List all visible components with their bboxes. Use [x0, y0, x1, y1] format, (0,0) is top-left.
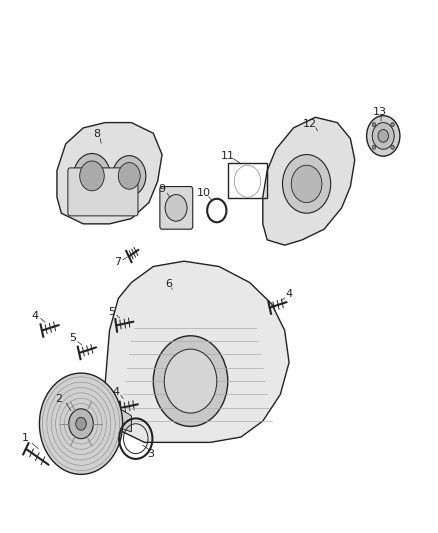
- Circle shape: [118, 163, 140, 189]
- Text: 5: 5: [69, 334, 76, 343]
- Text: 11: 11: [221, 151, 235, 160]
- Text: 4: 4: [286, 289, 293, 299]
- FancyBboxPatch shape: [160, 187, 193, 229]
- Circle shape: [76, 417, 86, 430]
- Text: 9: 9: [159, 184, 166, 194]
- Circle shape: [39, 373, 123, 474]
- Text: 4: 4: [113, 387, 120, 397]
- Text: 6: 6: [165, 279, 172, 288]
- Circle shape: [372, 123, 376, 127]
- Circle shape: [74, 154, 110, 198]
- Text: 12: 12: [303, 119, 317, 128]
- Circle shape: [80, 161, 104, 191]
- PathPatch shape: [263, 117, 355, 245]
- Text: 4: 4: [32, 311, 39, 320]
- Circle shape: [372, 123, 394, 149]
- Circle shape: [283, 155, 331, 213]
- PathPatch shape: [105, 261, 289, 442]
- Text: 7: 7: [114, 257, 121, 267]
- Circle shape: [291, 165, 322, 203]
- Circle shape: [372, 145, 376, 149]
- FancyBboxPatch shape: [68, 168, 138, 216]
- Circle shape: [391, 145, 394, 149]
- Circle shape: [69, 409, 93, 439]
- Text: 13: 13: [373, 107, 387, 117]
- Circle shape: [391, 123, 394, 127]
- Circle shape: [367, 116, 400, 156]
- Text: 3: 3: [148, 449, 155, 459]
- Text: 5: 5: [108, 307, 115, 317]
- PathPatch shape: [57, 123, 162, 224]
- Text: 8: 8: [93, 130, 100, 139]
- Circle shape: [164, 349, 217, 413]
- Circle shape: [165, 195, 187, 221]
- PathPatch shape: [116, 410, 131, 432]
- Text: 10: 10: [197, 188, 211, 198]
- Circle shape: [153, 336, 228, 426]
- Text: 2: 2: [56, 394, 63, 403]
- Circle shape: [113, 156, 146, 196]
- Text: 1: 1: [22, 433, 29, 443]
- Circle shape: [378, 130, 389, 142]
